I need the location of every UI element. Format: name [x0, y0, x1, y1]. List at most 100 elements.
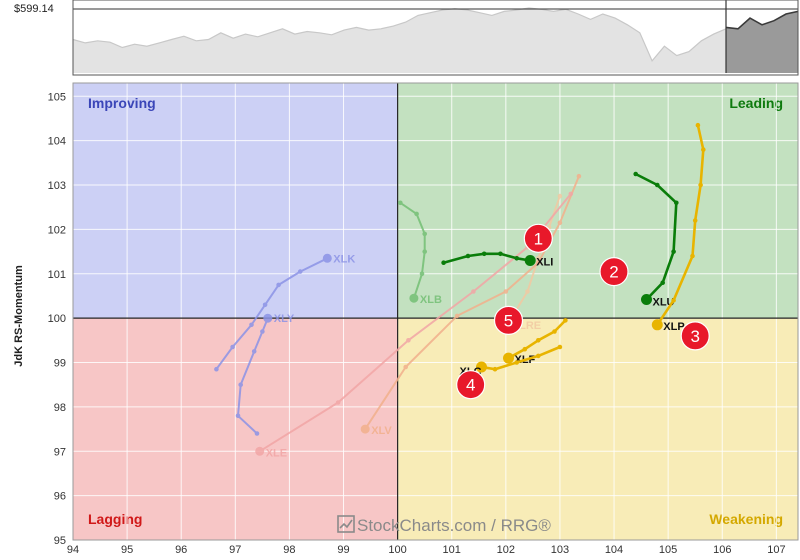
trail-point — [536, 353, 541, 359]
symbol-label-xle: XLE — [266, 447, 287, 459]
head-point-xlu — [641, 294, 652, 305]
head-point-xlp — [651, 319, 663, 331]
trail-point — [403, 364, 409, 370]
badge-circle — [456, 370, 486, 400]
trail-point — [465, 253, 471, 259]
trail-point — [297, 269, 303, 274]
x-tick-label: 101 — [443, 544, 461, 556]
trail-point — [230, 344, 235, 350]
trail-point — [235, 413, 241, 419]
trail-line-xlu — [634, 172, 678, 301]
trail-point — [254, 431, 260, 436]
y-axis-label: JdK RS-Momentum — [13, 265, 25, 367]
quadrant-leading — [397, 83, 798, 319]
x-tick-label: 103 — [551, 544, 569, 556]
trail-point — [671, 249, 676, 254]
symbol-label-xlp: XLP — [663, 321, 684, 333]
callout-badge-4: 4 — [456, 370, 486, 400]
trail-point — [406, 338, 411, 343]
trail-point — [557, 344, 563, 350]
x-tick-label: 102 — [497, 544, 515, 556]
trail-line-xlb — [399, 201, 426, 300]
quadrant-label-lagging: Lagging — [88, 511, 142, 527]
y-tick-label: 98 — [54, 402, 66, 414]
x-tick-label: 105 — [659, 544, 677, 556]
trail-point — [251, 349, 257, 354]
symbol-label-xlb: XLB — [420, 294, 442, 306]
trail-point — [671, 298, 676, 303]
trail-point — [503, 289, 509, 294]
trail-point — [481, 251, 487, 257]
trail-point — [552, 329, 557, 334]
callout-badge-3: 3 — [680, 321, 710, 351]
x-tick-label: 104 — [605, 544, 623, 556]
trail-point — [695, 122, 701, 128]
y-tick-label: 105 — [48, 91, 66, 103]
trail-point — [576, 173, 582, 179]
head-point-xly — [263, 313, 273, 323]
badge-number: 3 — [690, 327, 699, 346]
stockcharts-logo-icon — [337, 515, 355, 533]
trail-xlb: XLB — [398, 200, 442, 306]
quadrant-label-leading: Leading — [729, 95, 783, 111]
trail-point — [422, 249, 428, 254]
trail-point — [419, 271, 425, 277]
y-tick-label: 104 — [48, 136, 66, 148]
price-recent-line — [725, 10, 799, 30]
trail-point — [660, 280, 665, 286]
trail-point — [633, 171, 638, 177]
symbol-label-xly: XLY — [274, 313, 295, 325]
badges: 1 2 3 4 5 — [456, 223, 710, 400]
y-tick-label: 96 — [54, 491, 66, 503]
y-tick-label: 103 — [48, 180, 66, 192]
trail-line-xly — [237, 317, 269, 435]
plot-border — [72, 82, 799, 541]
trail-point — [698, 182, 703, 188]
x-tick-label: 107 — [767, 544, 785, 556]
callout-badge-1: 1 — [523, 223, 553, 253]
quadrant-label-weakening: Weakening — [709, 511, 783, 527]
trail-xlv: XLV — [360, 173, 582, 437]
quadrant-label-improving: Improving — [88, 95, 156, 111]
axes: 94 95 96 97 98 99 100 101 102 103 104 105 106 1079596… — [48, 82, 799, 556]
watermark: StockCharts.com / RRG® — [337, 515, 551, 535]
logo-box — [337, 515, 355, 533]
trail-point — [674, 200, 679, 206]
trail-point — [514, 360, 519, 365]
callout-badge-2: 2 — [599, 257, 629, 287]
head-point-xlk — [322, 253, 332, 263]
x-tick-label: 98 — [283, 544, 295, 556]
trail-point — [568, 191, 574, 197]
x-tick-label: 94 — [67, 544, 79, 556]
main-trails: XLIXLUXLPXLFXLC — [441, 122, 706, 378]
price-panel-border — [72, 0, 799, 76]
x-tick-label: 97 — [229, 544, 241, 556]
y-tick-label: 100 — [48, 313, 66, 325]
x-tick-label: 95 — [121, 544, 133, 556]
head-point-xlv — [360, 424, 370, 434]
price-recent-area — [726, 11, 798, 73]
trail-point — [701, 147, 706, 152]
badge-number: 2 — [609, 263, 618, 282]
x-tick-label: 99 — [337, 544, 349, 556]
x-tick-label: 100 — [388, 544, 406, 556]
trail-xlp: XLP — [651, 122, 706, 333]
trail-xli: XLI — [441, 251, 553, 269]
y-tick-label: 101 — [48, 269, 66, 281]
trail-point — [692, 218, 698, 223]
quadrant-weakening — [397, 318, 798, 540]
trail-point — [398, 200, 403, 206]
head-point-xlb — [409, 293, 419, 303]
trail-xlk: XLK — [214, 253, 355, 372]
y-tick-label: 99 — [54, 358, 66, 370]
badge-number: 4 — [466, 376, 475, 395]
trail-point — [276, 282, 281, 288]
trail-point — [655, 182, 660, 188]
head-point-xli — [524, 255, 536, 266]
trail-point — [514, 255, 519, 261]
badge-circle — [599, 257, 629, 287]
head-point-xlf — [503, 352, 514, 364]
watermark-text: StockCharts.com / RRG® — [357, 516, 551, 535]
x-tick-label: 96 — [175, 544, 187, 556]
